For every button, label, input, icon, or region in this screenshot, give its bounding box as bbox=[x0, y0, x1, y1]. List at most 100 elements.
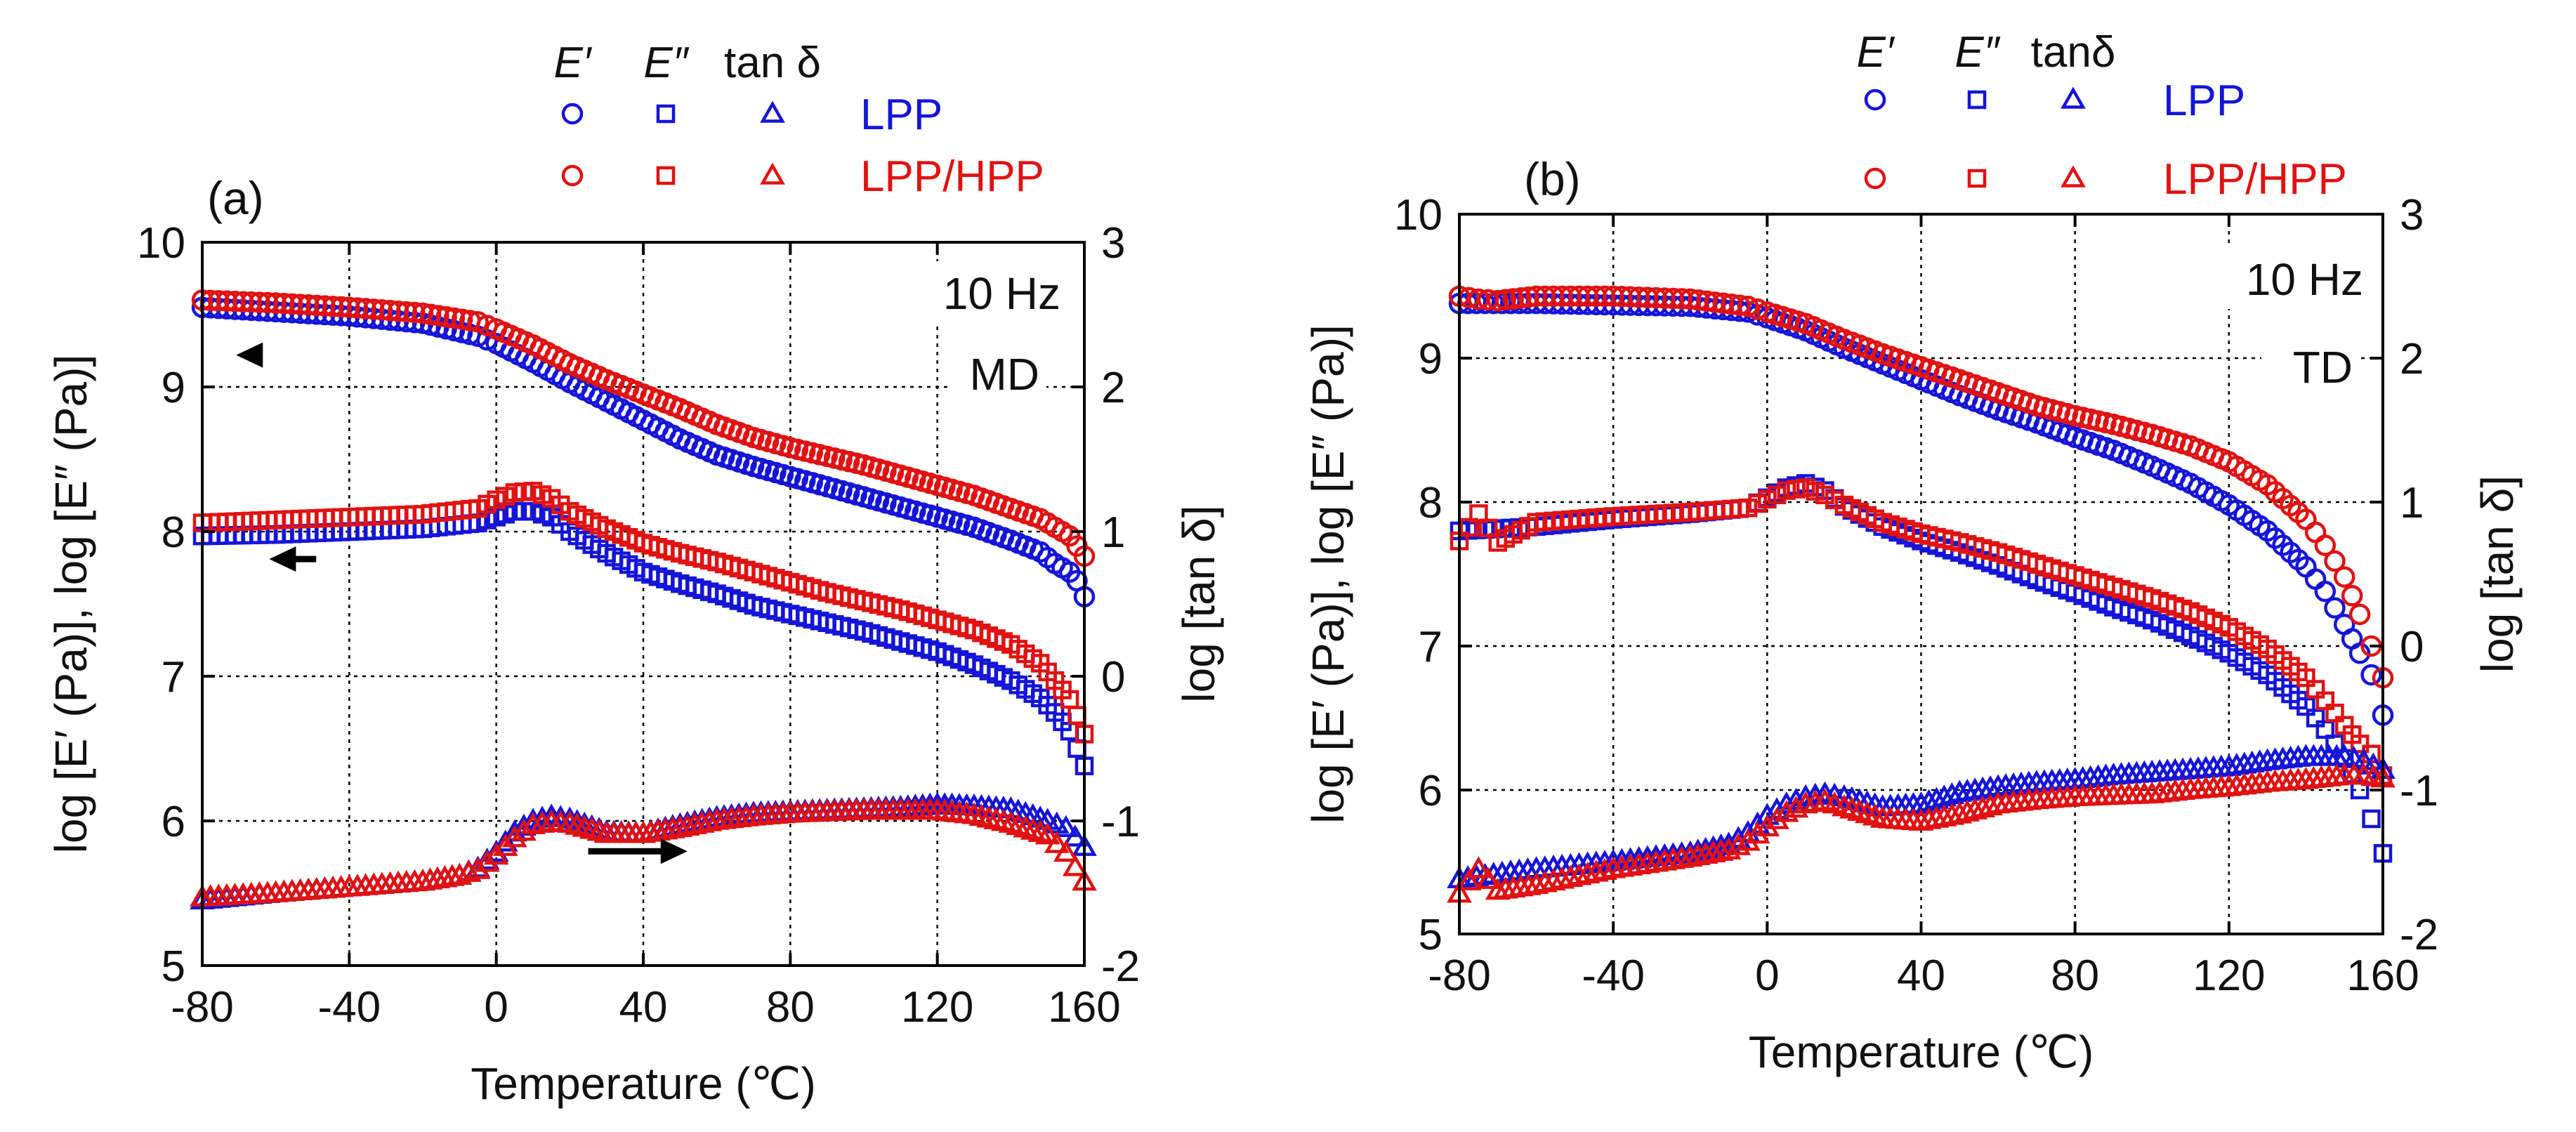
data-point bbox=[1518, 286, 1539, 308]
legend-entry-label: LPP bbox=[2163, 77, 2245, 125]
data-point bbox=[1583, 860, 1609, 882]
x-tick-label: -80 bbox=[171, 983, 234, 1032]
y-tick-label: 8 bbox=[1419, 479, 1443, 527]
panel-label: (b) bbox=[1524, 153, 1581, 205]
x-tick-label: 160 bbox=[1048, 983, 1120, 1032]
data-point bbox=[419, 303, 442, 325]
x-tick-label: -80 bbox=[1428, 952, 1491, 1000]
data-point bbox=[2296, 668, 2315, 687]
data-point bbox=[1939, 782, 1965, 805]
data-point bbox=[2304, 521, 2327, 544]
x-tick-label: 80 bbox=[766, 983, 815, 1032]
data-point bbox=[511, 818, 537, 841]
data-point bbox=[2296, 697, 2315, 716]
y-tick-label: 9 bbox=[162, 364, 185, 412]
data-point bbox=[395, 301, 417, 323]
y2-tick-label: -1 bbox=[1101, 798, 1140, 846]
data-point bbox=[1494, 289, 1516, 311]
data-point bbox=[1034, 822, 1060, 845]
legend-symbol-label: E″ bbox=[643, 39, 689, 87]
data-point bbox=[1754, 803, 1780, 825]
series-lpp-hpp-tan- bbox=[190, 798, 1097, 907]
frequency-label: 10 Hz bbox=[943, 268, 1060, 319]
data-point bbox=[467, 311, 489, 333]
data-point bbox=[1748, 494, 1767, 513]
series-lpp-hpp-e- bbox=[191, 289, 1096, 567]
series-lpp-e- bbox=[192, 501, 1094, 775]
series-lpp-hpp-tan- bbox=[1447, 762, 2396, 903]
y-tick-label: 5 bbox=[1419, 911, 1443, 959]
data-point bbox=[1773, 800, 1799, 822]
data-point bbox=[2304, 568, 2327, 590]
triangle-icon bbox=[760, 100, 785, 123]
data-point bbox=[2315, 691, 2335, 711]
y-tick-label: 5 bbox=[162, 942, 185, 991]
data-point bbox=[1726, 833, 1752, 855]
data-point bbox=[1787, 480, 1806, 499]
data-point bbox=[1970, 795, 1996, 817]
data-point bbox=[2360, 752, 2386, 775]
data-point bbox=[281, 293, 303, 315]
data-point bbox=[2325, 704, 2344, 723]
data-point bbox=[305, 294, 328, 317]
triangle-icon bbox=[760, 162, 785, 185]
data-point bbox=[404, 301, 426, 324]
data-point bbox=[273, 292, 295, 315]
x-tick-label: 40 bbox=[1897, 952, 1945, 1000]
data-point bbox=[1532, 870, 1558, 893]
data-point bbox=[1592, 857, 1617, 881]
data-point bbox=[208, 290, 230, 312]
data-point bbox=[447, 862, 473, 886]
direction-label: MD bbox=[969, 349, 1039, 400]
data-point bbox=[1815, 485, 1834, 504]
legend-symbol-label: E′ bbox=[554, 39, 593, 87]
data-point bbox=[1466, 856, 1492, 878]
data-point bbox=[265, 292, 287, 314]
legend-entry-label: LPP/HPP bbox=[2163, 155, 2347, 204]
data-point bbox=[2306, 680, 2325, 699]
data-point bbox=[1783, 787, 1809, 810]
data-point bbox=[2362, 809, 2381, 829]
data-point bbox=[1478, 518, 1498, 538]
y-tick-label: 9 bbox=[1419, 335, 1443, 383]
data-point bbox=[1541, 868, 1566, 891]
legend-symbol-label: tanδ bbox=[2031, 28, 2116, 77]
data-point bbox=[216, 290, 238, 312]
data-point bbox=[1947, 801, 1973, 824]
y2-tick-label: -2 bbox=[1101, 942, 1140, 991]
data-point bbox=[1825, 490, 1844, 510]
legend-symbol-label: tan δ bbox=[724, 39, 821, 87]
data-point bbox=[412, 302, 434, 324]
y2-tick-label: 2 bbox=[2400, 335, 2424, 383]
annotations: 10 Hz MD bbox=[920, 261, 1067, 404]
direction-label: TD bbox=[2293, 342, 2353, 393]
data-point bbox=[2341, 585, 2363, 607]
data-point bbox=[435, 305, 457, 328]
data-point bbox=[1487, 289, 1509, 312]
square-icon bbox=[656, 166, 676, 185]
data-point bbox=[1044, 831, 1070, 853]
data-point bbox=[2306, 709, 2325, 728]
y-tick-label: 7 bbox=[1419, 623, 1443, 671]
circle-icon bbox=[1864, 88, 1886, 111]
legend-entry-label: LPP/HPP bbox=[860, 152, 1044, 201]
chart-panel-a: -80 -40 0 40 80 120 160 5 6 7 8 9 10 -2 -1 0 1 2 3 Temperat… bbox=[46, 39, 1224, 1109]
data-point bbox=[1738, 498, 1758, 518]
legend-symbol-label: E′ bbox=[1857, 28, 1895, 77]
data-point bbox=[1962, 797, 1988, 820]
y-axis-title: log [E′ (Pa)], log [E″ (Pa)] bbox=[1303, 324, 1353, 823]
data-point bbox=[330, 296, 352, 318]
data-point bbox=[387, 300, 409, 322]
arrow-left-icon bbox=[269, 546, 317, 572]
y-tick-label: 6 bbox=[162, 798, 185, 846]
data-point bbox=[1523, 871, 1549, 895]
data-point bbox=[2314, 580, 2337, 603]
x-tick-label: -40 bbox=[318, 983, 381, 1032]
data-point bbox=[224, 290, 246, 312]
y-tick-label: 8 bbox=[162, 508, 185, 557]
data-point bbox=[2348, 603, 2371, 626]
legend: E′ E″ tanδ LPP LPP/HPP bbox=[1857, 28, 2347, 204]
data-point bbox=[1469, 504, 1488, 523]
data-point bbox=[314, 295, 336, 317]
